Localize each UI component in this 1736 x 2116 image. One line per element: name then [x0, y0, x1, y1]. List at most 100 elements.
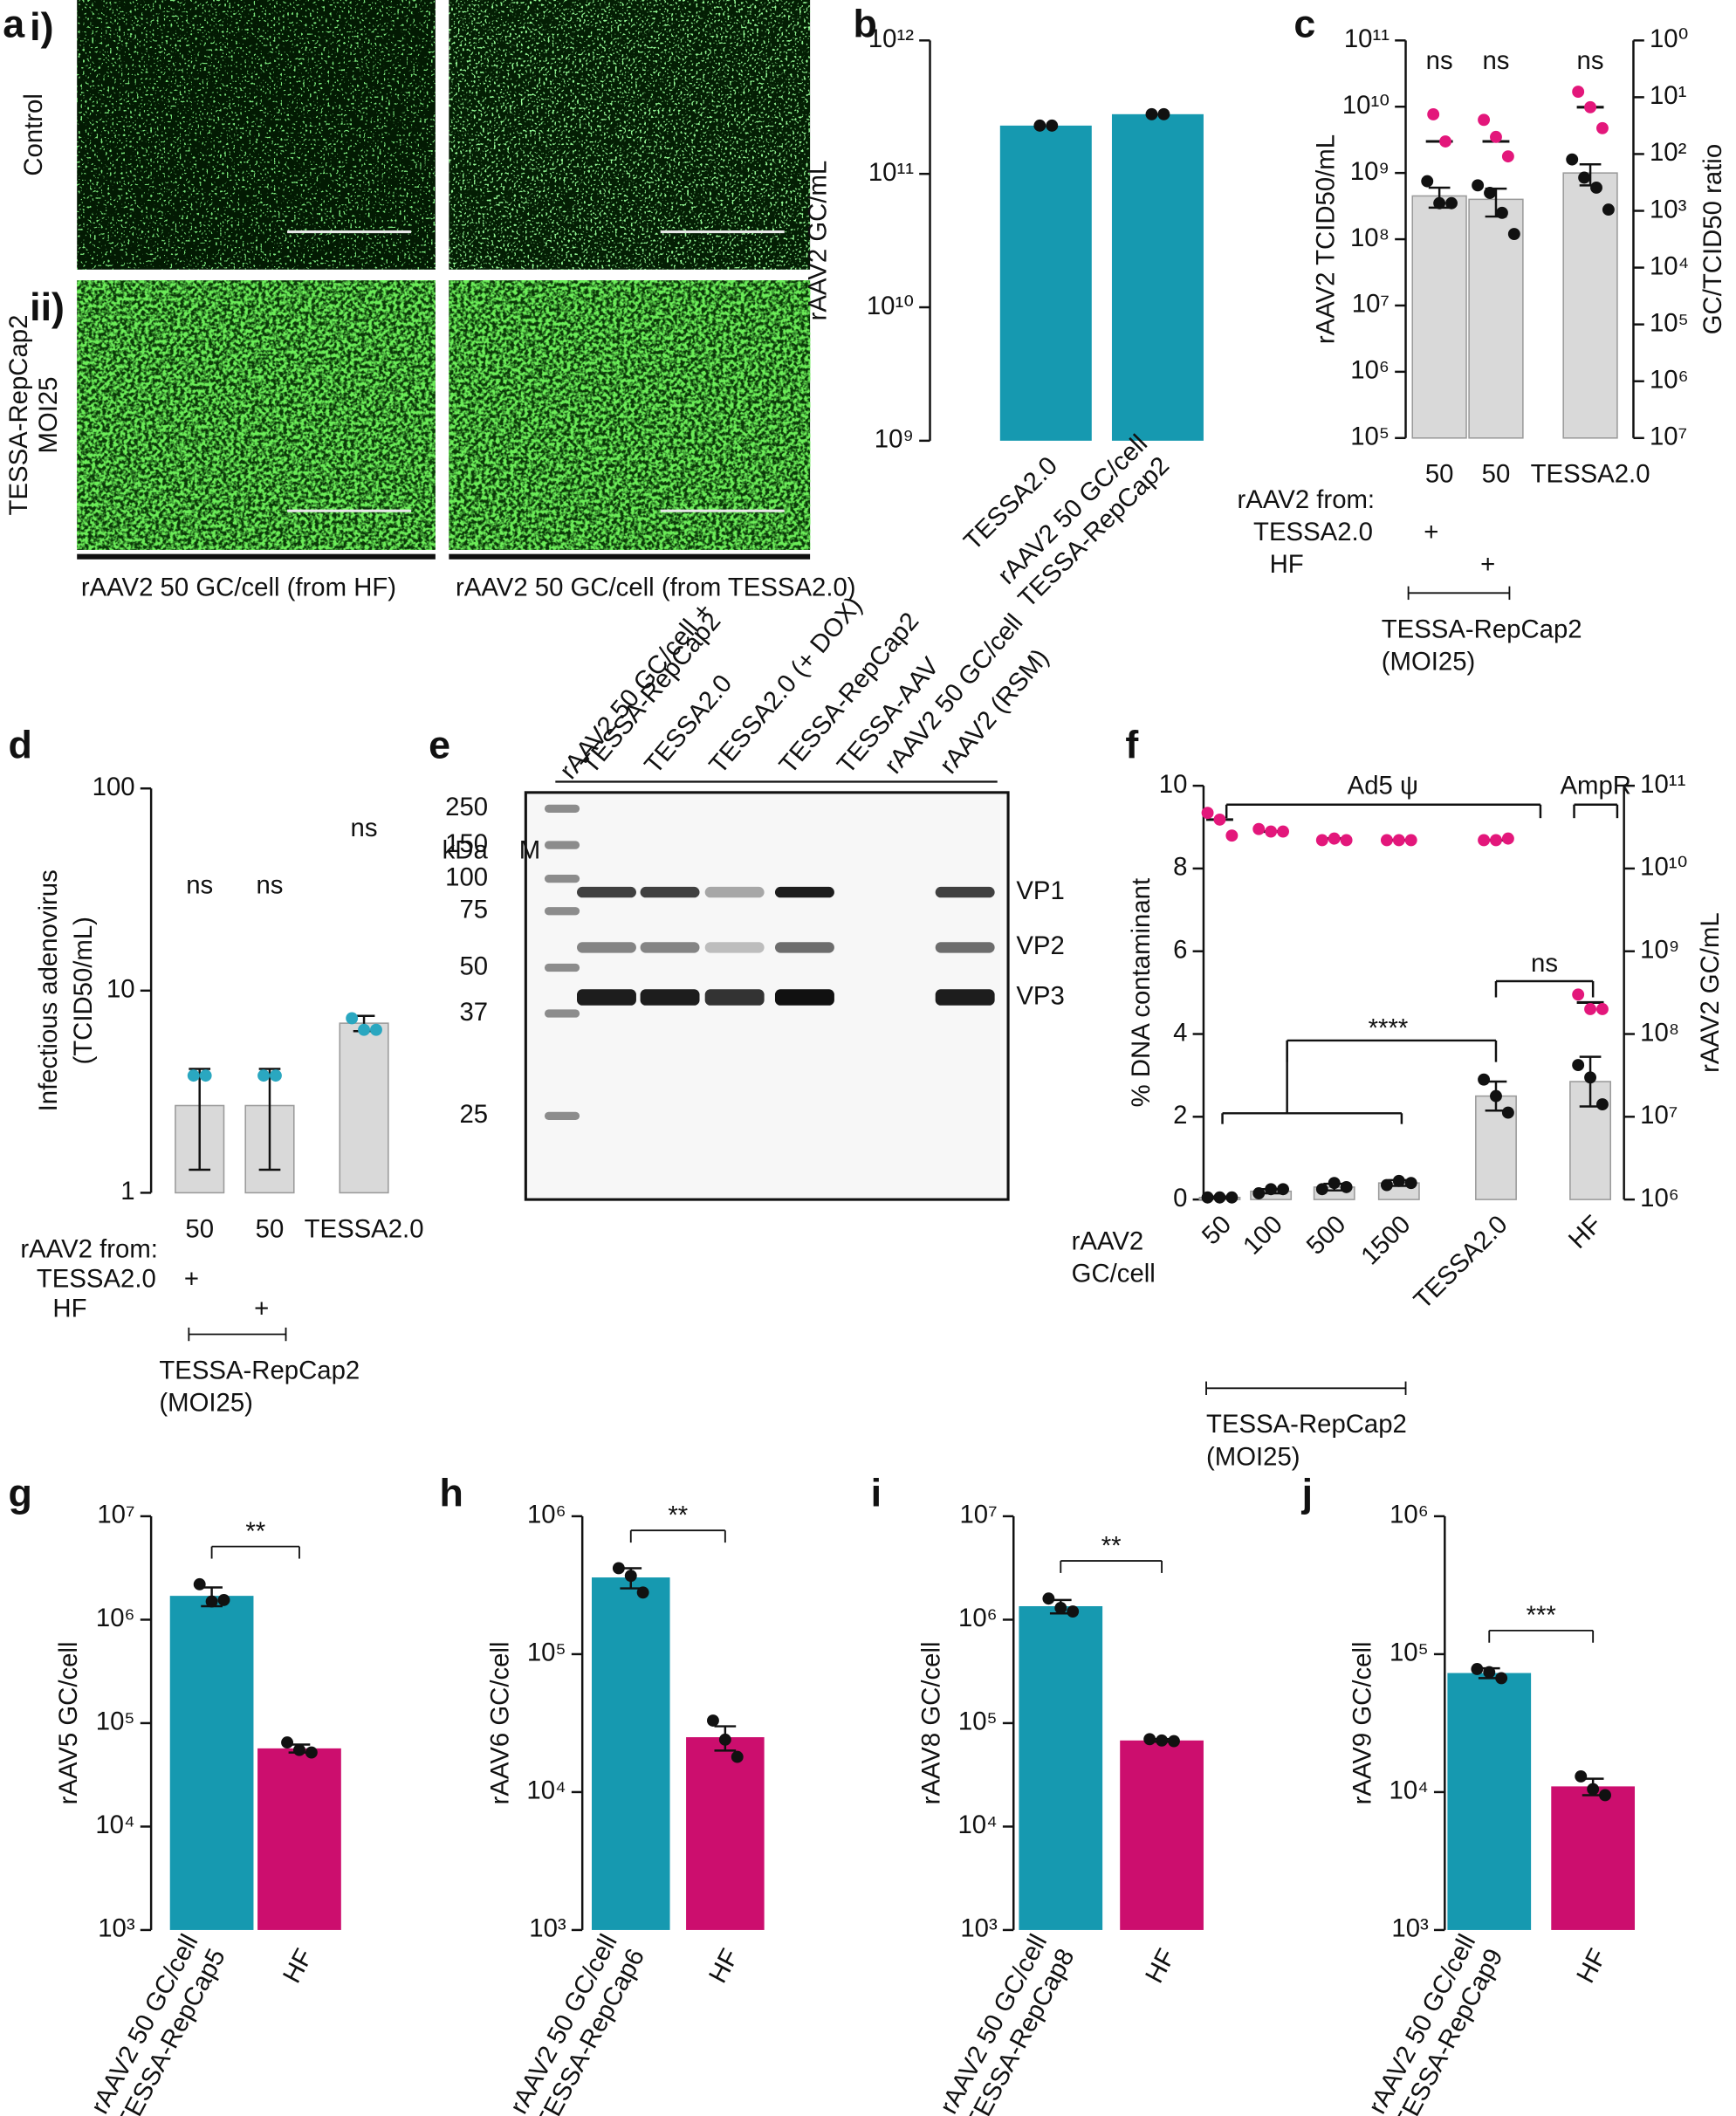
- tick-label: 10²: [1650, 138, 1687, 167]
- tick-label: 10⁶: [1350, 356, 1389, 385]
- micrograph-signal: [77, 0, 436, 270]
- bar: [1551, 1786, 1636, 1930]
- axis-label: rAAV9 GC/cell: [1348, 1641, 1376, 1804]
- data-point: [1507, 228, 1520, 240]
- data-point: [1471, 1663, 1484, 1675]
- data-point: [1315, 834, 1328, 847]
- row-numeral: i): [30, 5, 53, 49]
- data-point: [269, 1069, 282, 1082]
- data-point: [1490, 834, 1502, 847]
- data-point: [370, 1023, 382, 1036]
- x-tick-label: 500: [1300, 1210, 1351, 1261]
- group-label: (MOI25): [159, 1389, 253, 1418]
- from-title: rAAV2 from:: [1238, 485, 1376, 514]
- bar: [1111, 113, 1204, 441]
- data-point: [1501, 1106, 1514, 1119]
- protein-band: [577, 942, 636, 953]
- bar: [1447, 1673, 1532, 1930]
- data-point: [1596, 1098, 1609, 1111]
- tick-label: 10³: [98, 1914, 135, 1943]
- data-point: [1328, 832, 1341, 845]
- data-point: [1404, 1177, 1417, 1190]
- axis-label: GC/cell: [1072, 1259, 1156, 1288]
- data-point: [1575, 1769, 1588, 1783]
- axis-label: rAAV2 GC/mL: [804, 161, 833, 321]
- tick-label: 10⁶: [1389, 1501, 1429, 1529]
- data-point: [1483, 1666, 1496, 1679]
- data-point: [1433, 196, 1446, 210]
- row-label: MOI25: [34, 377, 63, 454]
- x-tick-label: HF: [278, 1944, 319, 1988]
- band-label: VP2: [1016, 931, 1064, 960]
- tick-label: 10⁶: [527, 1501, 566, 1529]
- panel-letter: g: [8, 1472, 31, 1515]
- tick-label: 10⁴: [957, 1810, 997, 1839]
- data-point: [612, 1562, 625, 1575]
- ladder-label: 37: [459, 998, 488, 1027]
- data-point: [1427, 108, 1440, 120]
- tick-label: 10³: [1650, 195, 1687, 223]
- data-point: [1478, 113, 1491, 127]
- ladder-band: [544, 841, 580, 849]
- axis-label: % DNA contaminant: [1127, 878, 1156, 1107]
- data-point: [1572, 86, 1585, 99]
- data-point: [1587, 1783, 1600, 1796]
- tick-label: 100: [93, 773, 135, 801]
- data-point: [1340, 834, 1353, 847]
- tick-label: 6: [1173, 935, 1187, 964]
- from-mark: +: [1424, 518, 1438, 546]
- bar: [257, 1748, 341, 1930]
- tick-label: 10¹¹: [1640, 770, 1685, 799]
- significance-label: **: [1101, 1531, 1122, 1560]
- data-point: [1572, 1059, 1585, 1072]
- data-point: [1445, 196, 1458, 210]
- data-point: [1484, 187, 1496, 199]
- data-point: [281, 1736, 294, 1749]
- data-point: [1495, 1672, 1508, 1685]
- data-point: [1145, 107, 1158, 120]
- annotation: ns: [1482, 46, 1509, 75]
- tick-label: 10⁷: [1640, 1101, 1678, 1130]
- significance-label: **: [245, 1517, 265, 1546]
- data-point: [1380, 834, 1393, 847]
- row-label: Control: [19, 93, 48, 176]
- panel-letter: d: [8, 724, 31, 767]
- x-tick-label: 50: [1197, 1210, 1237, 1250]
- micrograph-signal: [449, 0, 811, 270]
- data-point: [1340, 1180, 1353, 1193]
- data-point: [1566, 153, 1579, 166]
- bar: [1120, 1740, 1204, 1930]
- tick-label: 10⁴: [1389, 1776, 1429, 1805]
- data-point: [1277, 1183, 1289, 1196]
- tick-label: 10⁶: [1650, 365, 1689, 394]
- panel-letter: j: [1301, 1472, 1313, 1515]
- data-point: [1252, 822, 1266, 835]
- tick-label: 10⁴: [95, 1810, 134, 1839]
- protein-band: [704, 989, 765, 1006]
- data-point: [193, 1577, 206, 1590]
- tick-label: 10⁷: [1352, 290, 1389, 319]
- data-point: [1501, 832, 1514, 845]
- bar: [1562, 172, 1618, 439]
- tick-label: 10¹¹: [868, 158, 914, 187]
- tick-label: 10¹¹: [1344, 24, 1389, 53]
- x-tick-label: 50: [1425, 460, 1454, 489]
- tick-label: 2: [1173, 1101, 1187, 1130]
- axis-label: rAAV8 GC/cell: [916, 1641, 945, 1804]
- data-point: [1201, 807, 1214, 820]
- data-point: [1596, 121, 1609, 134]
- tick-label: 10¹⁰: [1640, 853, 1687, 882]
- protein-band: [704, 886, 765, 898]
- ladder-label: 150: [445, 829, 488, 858]
- x-tick-label: HF: [1140, 1944, 1181, 1988]
- tick-label: 10¹⁰: [867, 292, 914, 320]
- x-tick-label: 50: [185, 1214, 214, 1243]
- tick-label: 10⁵: [1389, 1639, 1429, 1667]
- ladder-band: [544, 1009, 580, 1018]
- data-point: [1584, 1003, 1597, 1015]
- data-point: [718, 1733, 731, 1746]
- from-mark: +: [184, 1265, 199, 1294]
- data-point: [217, 1593, 230, 1606]
- data-point: [1201, 1191, 1214, 1204]
